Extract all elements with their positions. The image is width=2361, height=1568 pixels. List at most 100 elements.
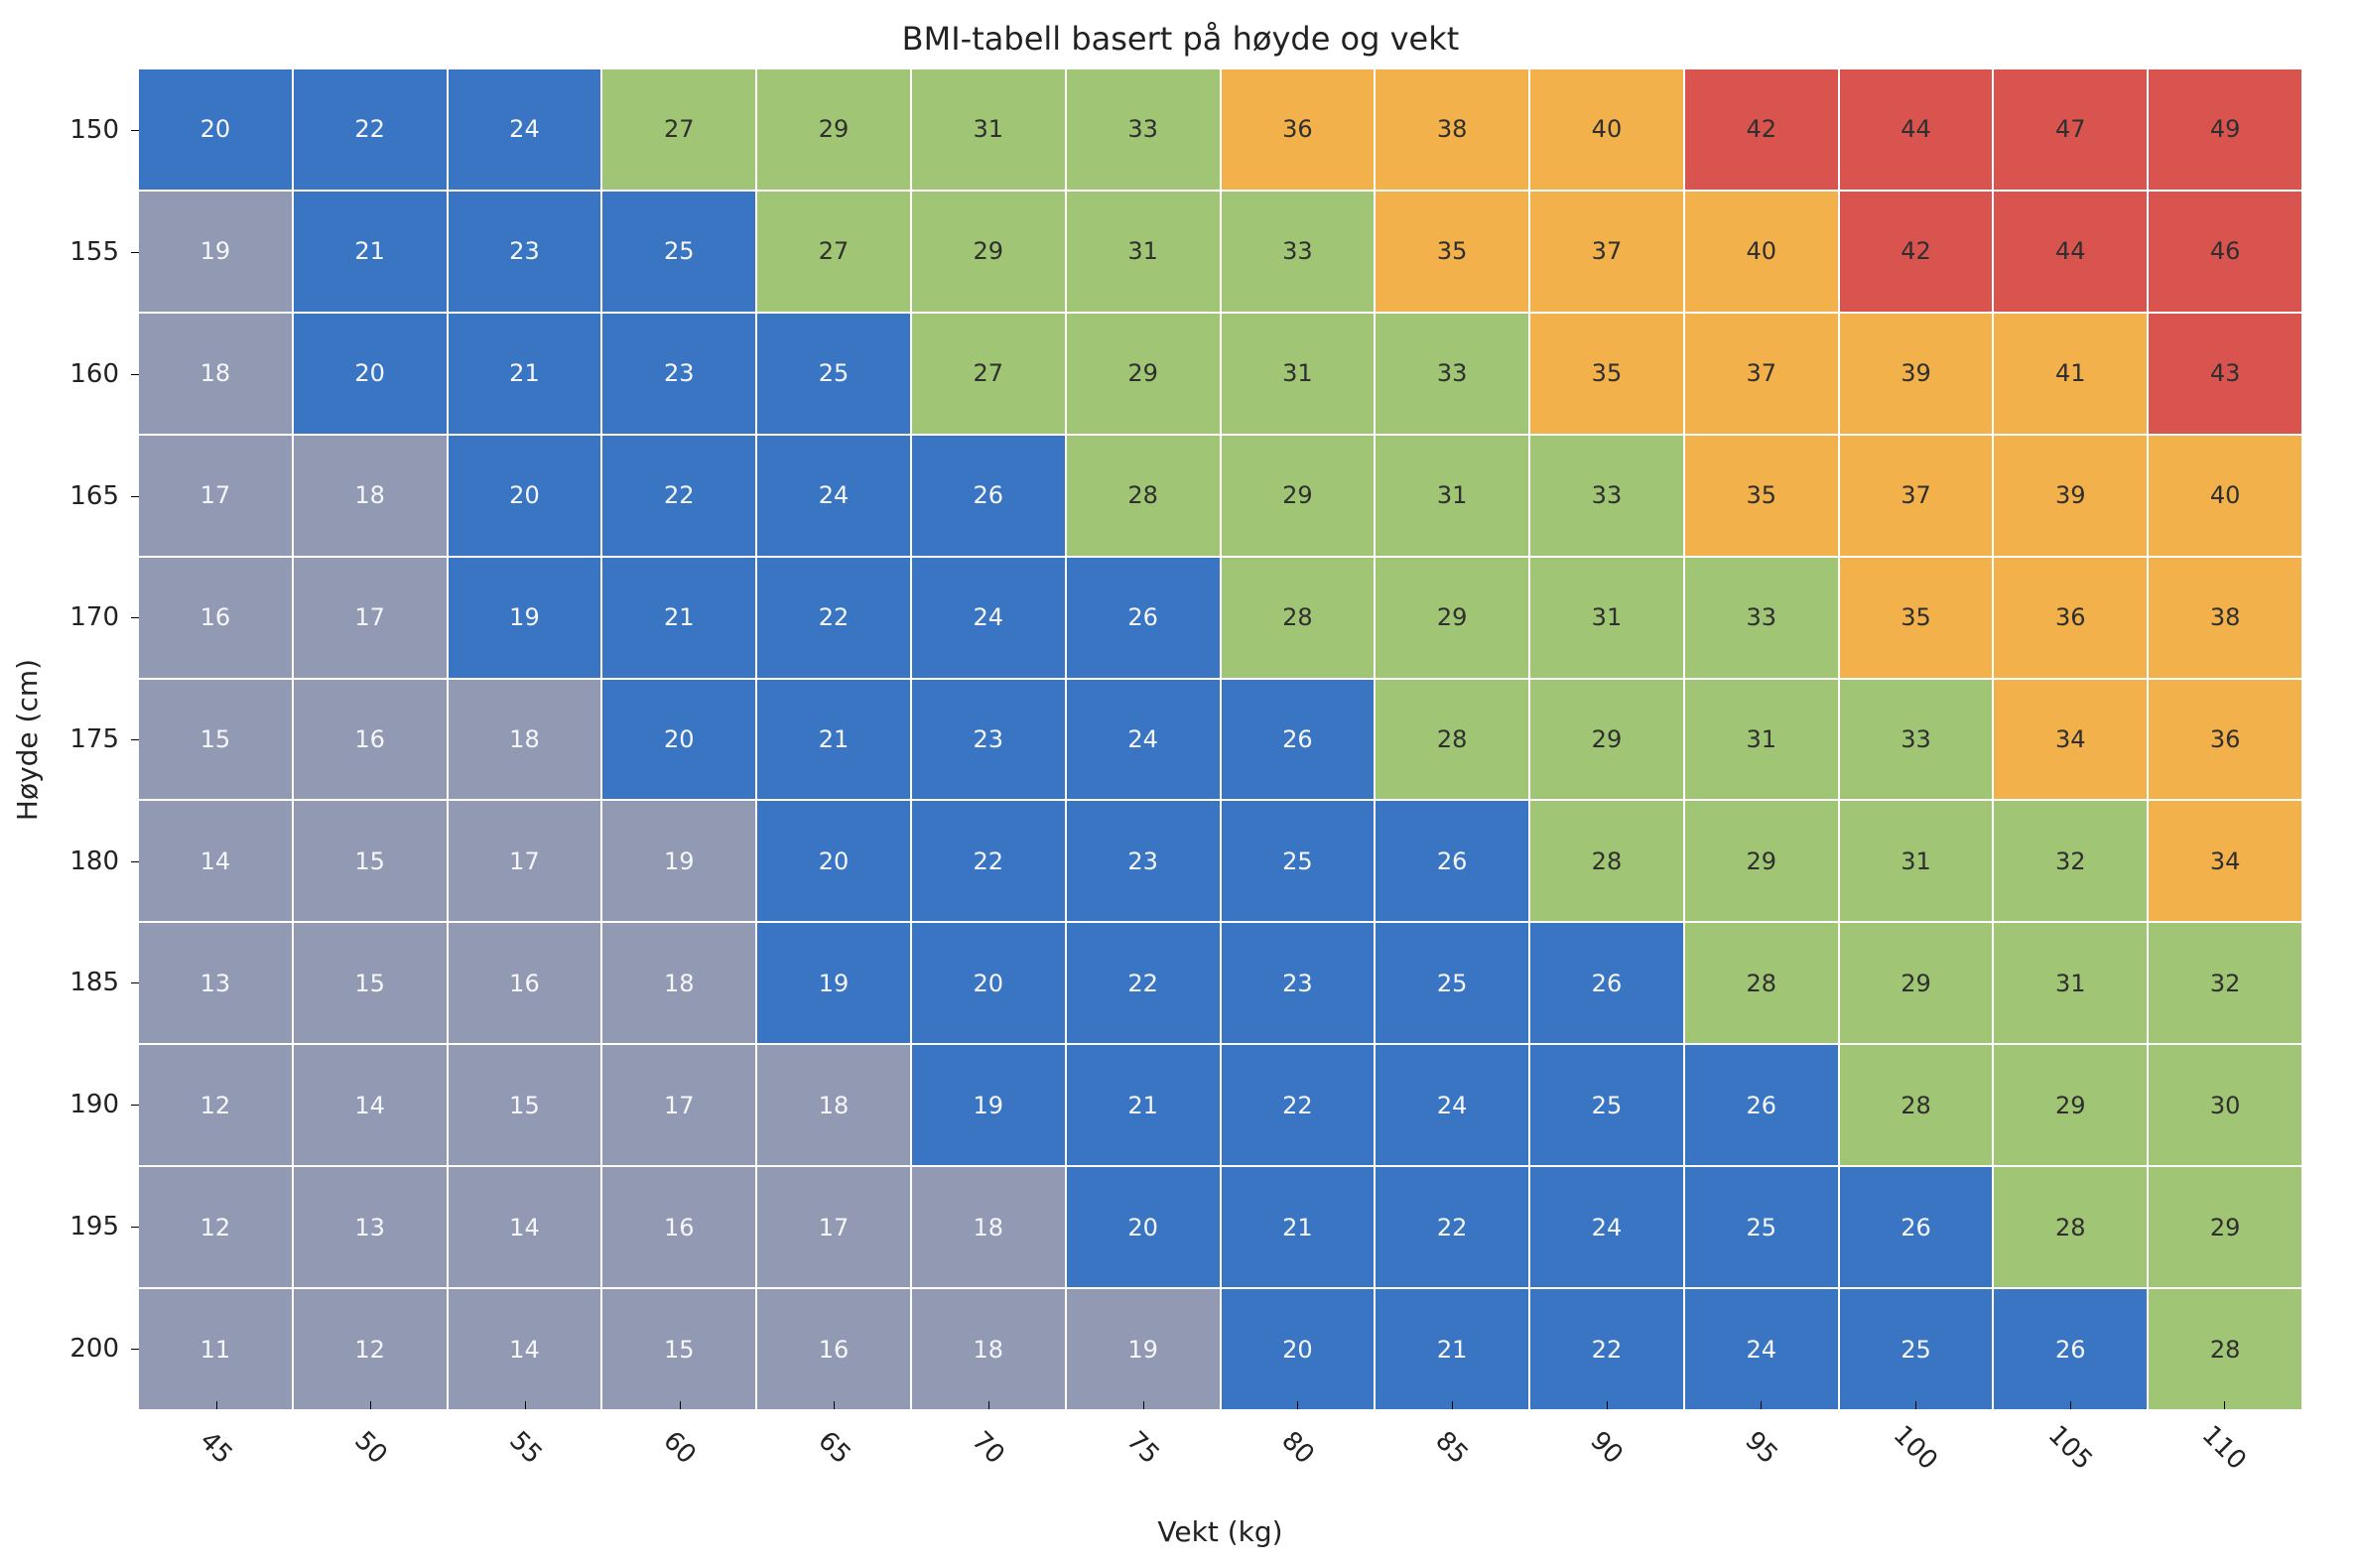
x-tick: 75 <box>1066 1409 1221 1479</box>
heatmap-cell: 29 <box>2149 1167 2301 1287</box>
heatmap-cell: 16 <box>139 558 292 678</box>
heatmap-cell: 29 <box>1067 314 1220 434</box>
heatmap-cell: 33 <box>1530 436 1683 556</box>
heatmap-cell: 24 <box>1376 1045 1528 1165</box>
heatmap-cell: 40 <box>2149 436 2301 556</box>
heatmap-cell: 20 <box>757 801 910 921</box>
heatmap-cell: 16 <box>757 1289 910 1409</box>
heatmap-cell: 24 <box>757 436 910 556</box>
heatmap-cell: 24 <box>1685 1289 1838 1409</box>
heatmap-cell: 31 <box>1530 558 1683 678</box>
heatmap-cell: 19 <box>757 923 910 1043</box>
heatmap-cell: 47 <box>1994 69 2147 190</box>
heatmap-cell: 21 <box>602 558 755 678</box>
heatmap-cell: 25 <box>1840 1289 1993 1409</box>
x-tick: 105 <box>1993 1409 2148 1479</box>
y-tick: 150 <box>0 69 129 192</box>
y-tick: 180 <box>0 800 129 922</box>
heatmap-cell: 26 <box>1685 1045 1838 1165</box>
heatmap-cell: 37 <box>1530 192 1683 312</box>
heatmap-cell: 22 <box>294 69 447 190</box>
heatmap-cell: 14 <box>294 1045 447 1165</box>
plot-area: 2022242729313336384042444749192123252729… <box>139 69 2301 1409</box>
heatmap-cell: 25 <box>757 314 910 434</box>
heatmap-cell: 29 <box>757 69 910 190</box>
heatmap-cell: 22 <box>1222 1045 1375 1165</box>
heatmap-cell: 37 <box>1685 314 1838 434</box>
heatmap-cell: 36 <box>1994 558 2147 678</box>
bmi-heatmap-figure: BMI-tabell basert på høyde og vekt Høyde… <box>0 0 2361 1568</box>
heatmap-cell: 20 <box>1067 1167 1220 1287</box>
heatmap-cell: 35 <box>1530 314 1683 434</box>
y-tick: 155 <box>0 192 129 314</box>
heatmap-cell: 25 <box>602 192 755 312</box>
heatmap-cell: 31 <box>1840 801 1993 921</box>
heatmap-cell: 27 <box>757 192 910 312</box>
heatmap-cell: 22 <box>1530 1289 1683 1409</box>
heatmap-cell: 18 <box>912 1289 1065 1409</box>
y-tick: 170 <box>0 557 129 679</box>
heatmap-cell: 24 <box>449 69 601 190</box>
heatmap-cell: 20 <box>602 680 755 800</box>
heatmap-cell: 26 <box>912 436 1065 556</box>
heatmap-cell: 34 <box>2149 801 2301 921</box>
heatmap-cell: 29 <box>1685 801 1838 921</box>
heatmap-cell: 40 <box>1685 192 1838 312</box>
heatmap-cell: 44 <box>1994 192 2147 312</box>
heatmap-cell: 20 <box>912 923 1065 1043</box>
heatmap-cell: 29 <box>1840 923 1993 1043</box>
heatmap-cell: 15 <box>294 923 447 1043</box>
heatmap-cell: 30 <box>2149 1045 2301 1165</box>
heatmap-cell: 29 <box>1222 436 1375 556</box>
heatmap-cell: 21 <box>757 680 910 800</box>
heatmap-cell: 23 <box>912 680 1065 800</box>
heatmap-cell: 19 <box>1067 1289 1220 1409</box>
heatmap-cell: 20 <box>294 314 447 434</box>
heatmap-cell: 38 <box>1376 69 1528 190</box>
heatmap-cell: 18 <box>449 680 601 800</box>
heatmap-cell: 26 <box>1222 680 1375 800</box>
heatmap-cell: 35 <box>1376 192 1528 312</box>
heatmap-cell: 17 <box>602 1045 755 1165</box>
chart-title: BMI-tabell basert på høyde og vekt <box>0 20 2361 58</box>
heatmap-cell: 23 <box>1067 801 1220 921</box>
heatmap-cell: 23 <box>449 192 601 312</box>
heatmap-cell: 27 <box>912 314 1065 434</box>
heatmap-cell: 25 <box>1222 801 1375 921</box>
heatmap-cell: 29 <box>912 192 1065 312</box>
heatmap-cell: 26 <box>1840 1167 1993 1287</box>
heatmap-cell: 22 <box>602 436 755 556</box>
heatmap-cell: 22 <box>757 558 910 678</box>
heatmap-cell: 31 <box>912 69 1065 190</box>
heatmap-cell: 33 <box>1685 558 1838 678</box>
heatmap-cell: 15 <box>449 1045 601 1165</box>
heatmap-cell: 31 <box>1067 192 1220 312</box>
heatmap-cell: 39 <box>1840 314 1993 434</box>
heatmap-grid: 2022242729313336384042444749192123252729… <box>139 69 2301 1409</box>
heatmap-cell: 28 <box>1994 1167 2147 1287</box>
heatmap-cell: 21 <box>294 192 447 312</box>
heatmap-cell: 28 <box>1376 680 1528 800</box>
heatmap-cell: 29 <box>1376 558 1528 678</box>
heatmap-cell: 44 <box>1840 69 1993 190</box>
heatmap-cell: 28 <box>1840 1045 1993 1165</box>
heatmap-cell: 15 <box>139 680 292 800</box>
heatmap-cell: 25 <box>1376 923 1528 1043</box>
heatmap-cell: 19 <box>139 192 292 312</box>
heatmap-cell: 16 <box>602 1167 755 1287</box>
heatmap-cell: 17 <box>139 436 292 556</box>
heatmap-cell: 31 <box>1685 680 1838 800</box>
heatmap-cell: 33 <box>1840 680 1993 800</box>
heatmap-cell: 29 <box>1530 680 1683 800</box>
heatmap-cell: 18 <box>912 1167 1065 1287</box>
heatmap-cell: 14 <box>449 1167 601 1287</box>
heatmap-cell: 24 <box>912 558 1065 678</box>
heatmap-cell: 19 <box>449 558 601 678</box>
heatmap-cell: 11 <box>139 1289 292 1409</box>
heatmap-cell: 18 <box>294 436 447 556</box>
heatmap-cell: 22 <box>1067 923 1220 1043</box>
heatmap-cell: 13 <box>294 1167 447 1287</box>
heatmap-cell: 26 <box>1376 801 1528 921</box>
heatmap-cell: 32 <box>2149 923 2301 1043</box>
heatmap-cell: 21 <box>449 314 601 434</box>
